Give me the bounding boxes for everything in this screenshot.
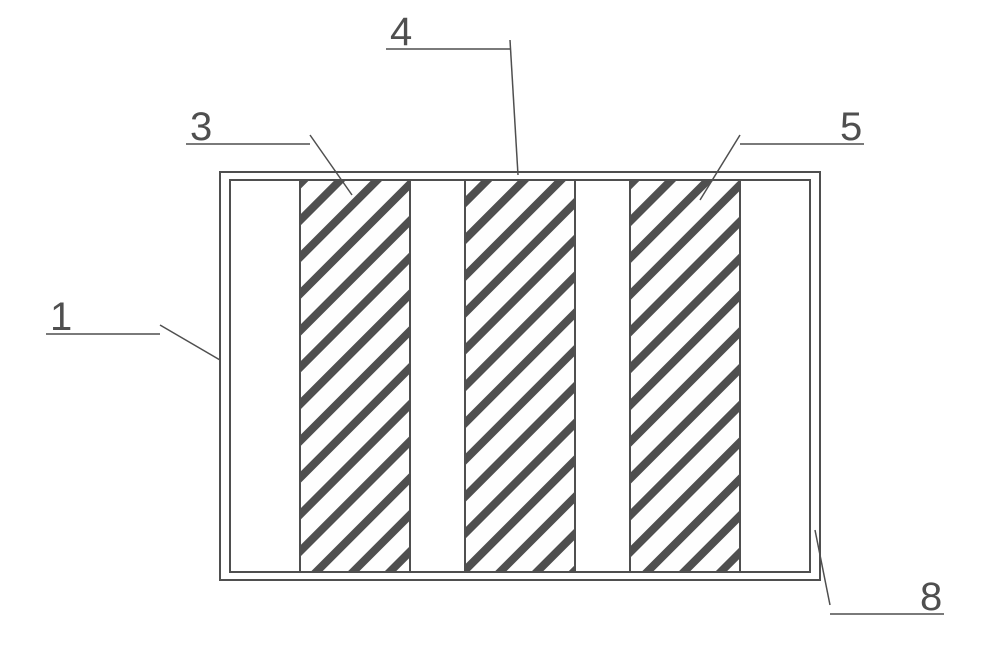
callout-label: 3 <box>190 105 212 149</box>
hatched-column <box>630 180 740 572</box>
plain-column <box>230 180 300 572</box>
hatched-column <box>465 180 575 572</box>
callout-label: 5 <box>840 105 862 149</box>
plain-column <box>575 180 630 572</box>
plain-column <box>410 180 465 572</box>
hatched-column <box>300 180 410 572</box>
callout-label: 1 <box>50 295 72 339</box>
callout-label: 4 <box>390 10 412 54</box>
plain-column <box>740 180 810 572</box>
callout-label: 8 <box>920 575 942 619</box>
